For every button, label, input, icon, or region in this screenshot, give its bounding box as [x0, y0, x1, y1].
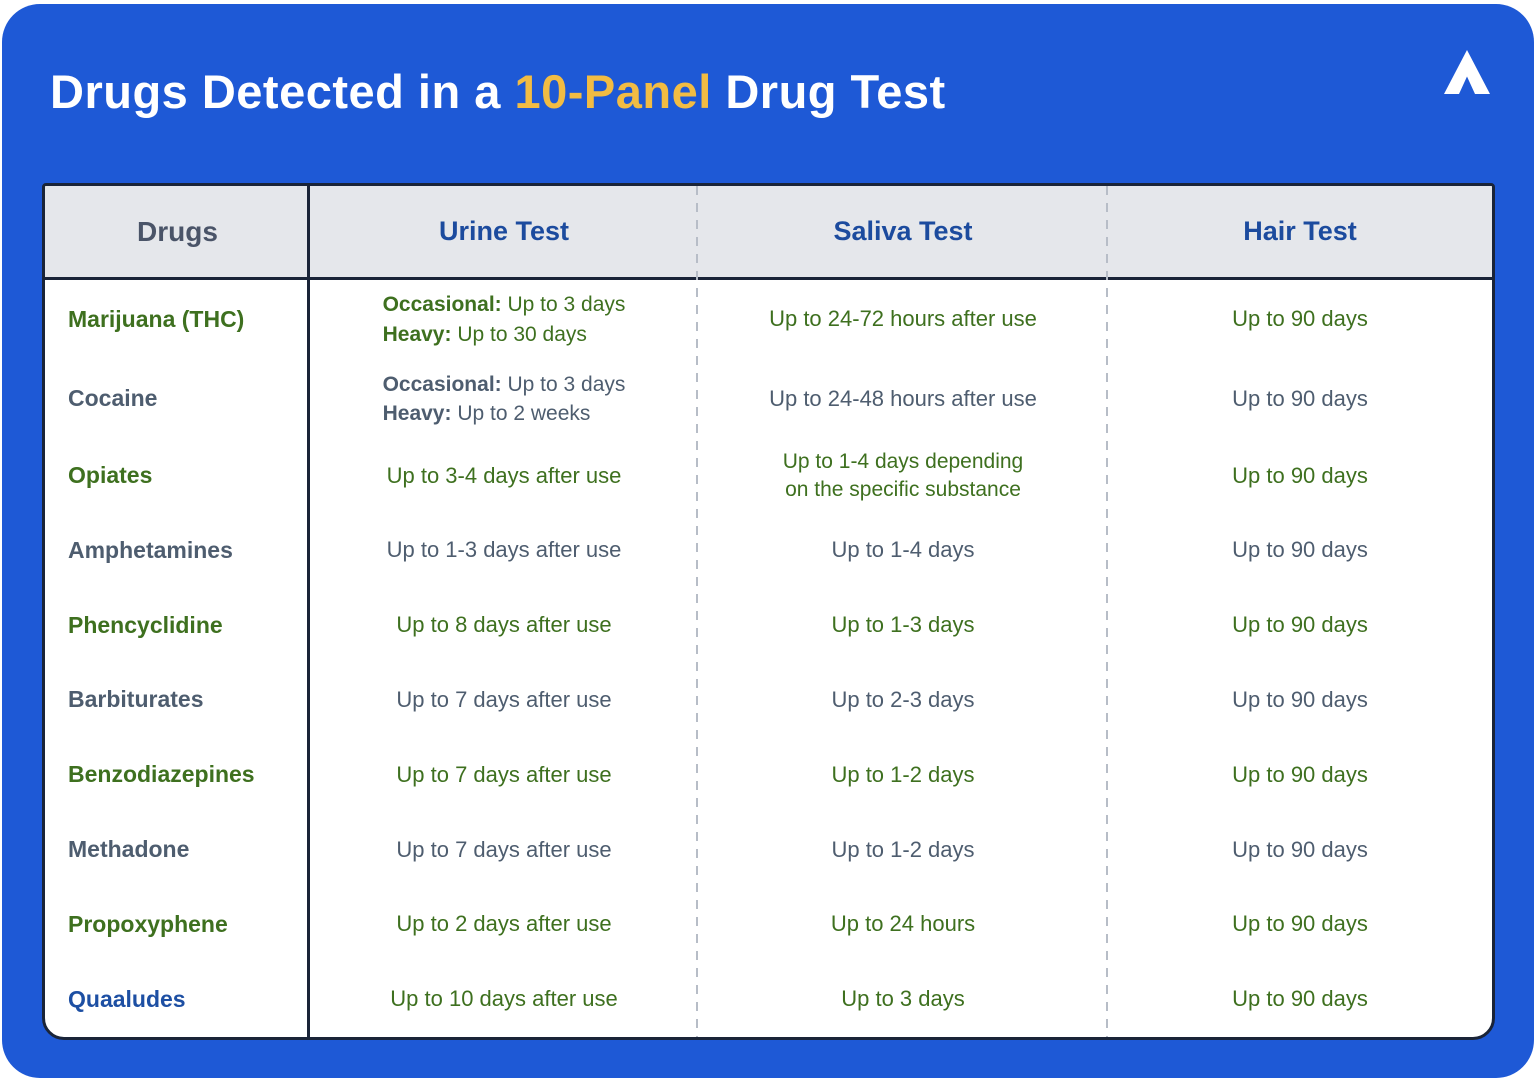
urine-test-cell: Occasional: Up to 3 days Heavy: Up to 2 …: [382, 372, 626, 425]
drug-name: Barbiturates: [68, 686, 204, 713]
saliva-test-cell: Up to 2-3 days: [831, 687, 975, 713]
drug-name: Cocaine: [68, 385, 158, 411]
hair-test-cell: Up to 90 days: [1232, 612, 1368, 638]
header-urine-test: Urine Test: [438, 216, 570, 246]
header-hair-test: Hair Test: [1243, 216, 1357, 246]
drug-name: Opiates: [68, 462, 153, 489]
saliva-test-cell: Up to 1-4 days depending on the specific…: [782, 449, 1024, 501]
table-header-row: Drugs Urine Test Saliva Test Hair Test: [45, 186, 1492, 280]
drug-name: Methadone: [68, 836, 190, 863]
hair-test-cell: Up to 90 days: [1232, 761, 1368, 787]
drug-name: Marijuana (THC): [68, 305, 245, 332]
hair-test-cell: Up to 90 days: [1232, 306, 1368, 332]
title-prefix: Drugs Detected in a: [50, 65, 515, 118]
saliva-test-cell: Up to 24-72 hours after use: [769, 306, 1037, 332]
header-saliva-test: Saliva Test: [833, 216, 973, 246]
urine-test-cell: Up to 10 days after use: [390, 986, 618, 1012]
drug-name: Propoxyphene: [68, 910, 228, 937]
table-row-propoxyphene: Propoxyphene Up to 2 days after use Up t…: [45, 887, 1492, 962]
table-row-amphetamines: Amphetamines Up to 1-3 days after use Up…: [45, 513, 1492, 588]
column-divider-solid: [307, 186, 310, 1037]
table-row-quaaludes: Quaaludes Up to 10 days after use Up to …: [45, 962, 1492, 1037]
urine-test-cell: Up to 3-4 days after use: [386, 462, 622, 488]
header-drugs: Drugs: [137, 215, 218, 247]
urine-test-cell: Up to 1-3 days after use: [386, 537, 622, 563]
column-divider-dashed-1: [696, 186, 698, 1037]
urine-test-cell: Up to 7 days after use: [396, 687, 612, 713]
drug-name: Quaaludes: [68, 985, 186, 1012]
drug-name: Amphetamines: [68, 536, 233, 563]
table-row-methadone: Methadone Up to 7 days after use Up to 1…: [45, 813, 1492, 888]
hair-test-cell: Up to 90 days: [1232, 836, 1368, 862]
hair-test-cell: Up to 90 days: [1232, 911, 1368, 937]
drug-name: Phencyclidine: [68, 611, 223, 638]
table-body: Marijuana (THC) Occasional: Up to 3 days…: [45, 280, 1492, 1037]
saliva-test-cell: Up to 1-2 days: [831, 761, 975, 787]
saliva-test-cell: Up to 1-4 days: [831, 537, 975, 563]
title-suffix: Drug Test: [711, 65, 946, 118]
urine-test-cell: Up to 8 days after use: [396, 612, 612, 638]
infographic-card: Drugs Detected in a 10-Panel Drug Test D…: [2, 4, 1534, 1078]
title-highlight: 10-Panel: [514, 65, 712, 118]
urine-test-cell: Up to 7 days after use: [396, 836, 612, 862]
table-row-barbiturates: Barbiturates Up to 7 days after use Up t…: [45, 663, 1492, 738]
hair-test-cell: Up to 90 days: [1232, 385, 1368, 411]
hair-test-cell: Up to 90 days: [1232, 986, 1368, 1012]
table-row-benzodiazepines: Benzodiazepines Up to 7 days after use U…: [45, 738, 1492, 813]
hair-test-cell: Up to 90 days: [1232, 687, 1368, 713]
saliva-test-cell: Up to 3 days: [841, 986, 965, 1012]
page-title: Drugs Detected in a 10-Panel Drug Test: [50, 64, 946, 119]
urine-test-cell: Up to 2 days after use: [396, 911, 612, 937]
table-row-opiates: Opiates Up to 3-4 days after use Up to 1…: [45, 439, 1492, 514]
urine-test-cell: Up to 7 days after use: [396, 761, 612, 787]
hair-test-cell: Up to 90 days: [1232, 462, 1368, 488]
saliva-test-cell: Up to 1-3 days: [831, 612, 975, 638]
hair-test-cell: Up to 90 days: [1232, 537, 1368, 563]
drug-test-table: Drugs Urine Test Saliva Test Hair Test M…: [42, 183, 1495, 1040]
urine-test-cell: Occasional: Up to 3 days Heavy: Up to 30…: [382, 293, 626, 346]
table-row-cocaine: Cocaine Occasional: Up to 3 days Heavy: …: [45, 359, 1492, 438]
table-row-phencyclidine: Phencyclidine Up to 8 days after use Up …: [45, 588, 1492, 663]
table-row-marijuana: Marijuana (THC) Occasional: Up to 3 days…: [45, 280, 1492, 359]
drug-name: Benzodiazepines: [68, 761, 255, 788]
saliva-test-cell: Up to 1-2 days: [831, 836, 975, 862]
saliva-test-cell: Up to 24-48 hours after use: [769, 385, 1037, 411]
mountain-peak-icon: [1444, 50, 1490, 94]
column-divider-dashed-2: [1106, 186, 1108, 1037]
saliva-test-cell: Up to 24 hours: [830, 911, 976, 937]
